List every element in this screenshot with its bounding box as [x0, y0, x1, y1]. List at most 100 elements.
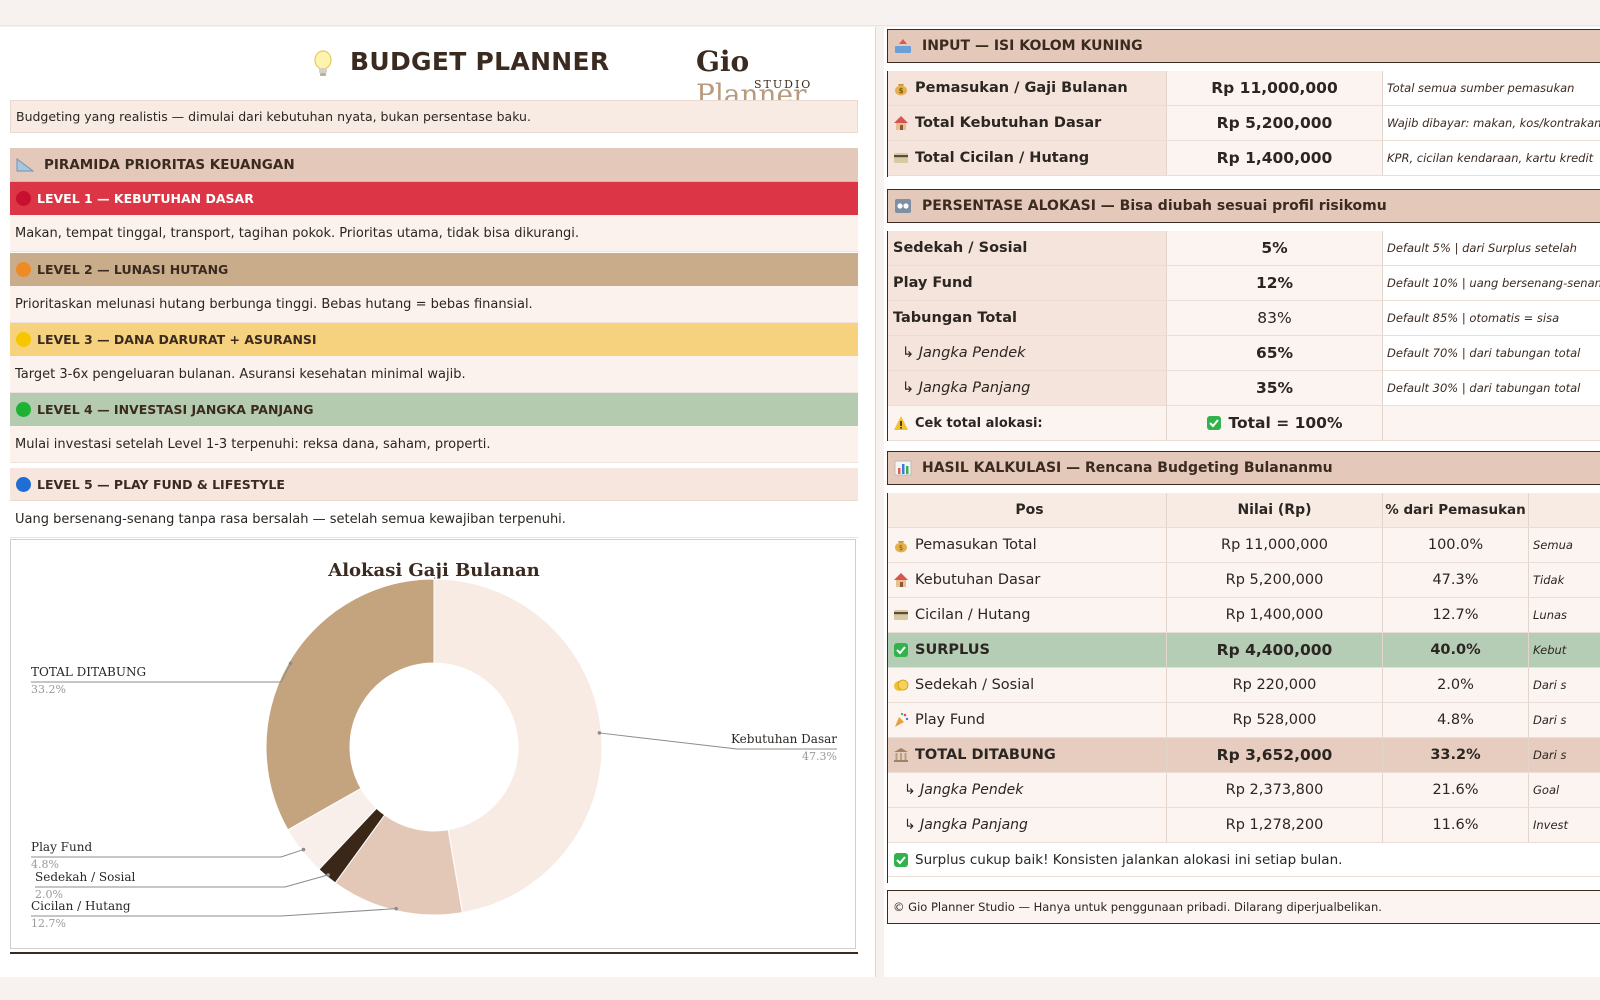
allocation-value-field[interactable]: 12%	[1167, 266, 1383, 300]
results-value: Rp 11,000,000	[1167, 528, 1383, 562]
input-value-field[interactable]: Rp 5,200,000	[1167, 106, 1383, 140]
results-value: Rp 5,200,000	[1167, 563, 1383, 597]
allocation-check-value-cell: Total = 100%	[1167, 406, 1383, 440]
allocation-value-field: 83%	[1167, 301, 1383, 335]
results-label: TOTAL DITABUNG	[915, 747, 1056, 763]
col-header-pct: % dari Pemasukan	[1383, 493, 1529, 527]
input-label-cell: $ Pemasukan / Gaji Bulanan	[888, 71, 1167, 105]
input-value-field[interactable]: Rp 11,000,000	[1167, 71, 1383, 105]
input-note: Total semua sumber pemasukan	[1387, 81, 1575, 95]
results-pct: 33.2%	[1383, 738, 1529, 772]
input-label: Pemasukan / Gaji Bulanan	[915, 80, 1128, 96]
results-label-cell: Kebutuhan Dasar	[888, 563, 1167, 597]
pyramid-level-3: LEVEL 3 — DANA DARURAT + ASURANSI	[10, 323, 858, 356]
inbox-tray-icon	[895, 39, 911, 53]
input-label: Total Cicilan / Hutang	[915, 150, 1090, 166]
allocation-value-field[interactable]: 65%	[1167, 336, 1383, 370]
input-row: Total Cicilan / Hutang Rp 1,400,000 KPR, c…	[888, 141, 1600, 176]
results-row: ↳ Jangka Panjang Rp 1,278,200 11.6% Invest	[888, 808, 1600, 843]
input-note: Wajib dibayar: makan, kos/kontrakan	[1387, 116, 1600, 130]
slice-label-1: Cicilan / Hutang	[31, 899, 131, 913]
slice-label-3: Play Fund	[31, 840, 92, 854]
level-description: Mulai investasi setelah Level 1-3 terpen…	[10, 426, 858, 463]
results-summary: Surplus cukup baik! Konsisten jalankan a…	[915, 851, 1343, 868]
money-bag-icon: $	[895, 541, 907, 553]
allocation-row: ↳ Jangka Panjang 35% Default 30% | dari ta…	[888, 371, 1600, 406]
level-dot-icon	[16, 262, 31, 277]
allocation-title: PERSENTASE ALOKASI — Bisa diubah sesuai …	[922, 198, 1387, 214]
leader-dot-1	[394, 906, 399, 911]
results-pct: 100.0%	[1383, 528, 1529, 562]
input-row: Total Kebutuhan Dasar Rp 5,200,000 Wajib d…	[888, 106, 1600, 141]
allocation-note: Default 30% | dari tabungan total	[1387, 381, 1581, 395]
allocation-check-row: Cek total alokasi: Total = 100%	[888, 406, 1600, 441]
results-row: Sedekah / Sosial Rp 220,000 2.0% Dari s	[888, 668, 1600, 703]
results-label: ↳ Jangka Panjang	[904, 817, 1028, 833]
slice-label-0: Kebutuhan Dasar	[731, 732, 837, 746]
page-title: BUDGET PLANNER	[350, 47, 610, 76]
allocation-note: Default 5% | dari Surplus setelah	[1387, 241, 1577, 255]
results-pct: 4.8%	[1383, 703, 1529, 737]
input-label-cell: Total Cicilan / Hutang	[888, 141, 1167, 175]
results-label-cell: Cicilan / Hutang	[888, 598, 1167, 632]
leader-dot-0	[597, 731, 602, 735]
pyramid-level-5: LEVEL 5 — PLAY FUND & LIFESTYLE	[10, 468, 858, 501]
check-box-icon	[894, 643, 908, 657]
party-popper-icon	[895, 712, 909, 727]
level-label: LEVEL 4 — INVESTASI JANGKA PANJANG	[37, 402, 314, 417]
results-label: Play Fund	[915, 712, 985, 728]
warning-icon	[894, 416, 908, 430]
results-pct: 11.6%	[1383, 808, 1529, 842]
donut-chart-svg: Alokasi Gaji Bulanan Kebutuhan Dasar 47.3%…	[31, 560, 837, 930]
allocation-value-field[interactable]: 5%	[1167, 231, 1383, 265]
results-label: Cicilan / Hutang	[915, 607, 1031, 623]
leader-dot-4	[288, 661, 293, 666]
results-row: Cicilan / Hutang Rp 1,400,000 12.7% Lunas	[888, 598, 1600, 633]
level-description: Uang bersenang-senang tanpa rasa bersala…	[10, 501, 858, 538]
results-label: Pemasukan Total	[915, 537, 1037, 553]
results-value: Rp 1,400,000	[1167, 598, 1383, 632]
col-header-note	[1529, 493, 1600, 527]
allocation-row: Sedekah / Sosial 5% Default 5% | dari Surp…	[888, 231, 1600, 266]
allocation-check-label-cell: Cek total alokasi:	[888, 406, 1167, 440]
leader-dot-2	[326, 873, 330, 877]
results-label-cell: SURPLUS	[888, 633, 1167, 667]
allocation-note: Default 10% | uang bersenang-senang	[1387, 276, 1600, 290]
results-value: Rp 220,000	[1167, 668, 1383, 702]
logo-subtitle: STUDIO	[754, 78, 813, 91]
left-panel: BUDGET PLANNER Gio Planner STUDIO Budget…	[0, 27, 876, 977]
control-knobs-icon	[895, 199, 911, 213]
input-row: $ Pemasukan / Gaji Bulanan Rp 11,000,000 To…	[888, 71, 1600, 106]
pyramid-section-header: PIRAMIDA PRIORITAS KEUANGAN	[10, 148, 858, 182]
credit-card-icon	[894, 610, 908, 620]
input-label: Total Kebutuhan Dasar	[915, 115, 1102, 131]
allocation-row: ↳ Jangka Pendek 65% Default 70% | dari tab…	[888, 336, 1600, 371]
allocation-label: Sedekah / Sosial	[888, 231, 1167, 265]
donut-slice-0	[433, 578, 603, 914]
allocation-check-value: Total = 100%	[1228, 414, 1343, 432]
results-value: Rp 3,652,000	[1167, 738, 1383, 772]
tagline: Budgeting yang realistis — dimulai dari …	[10, 100, 858, 133]
results-label: Kebutuhan Dasar	[915, 572, 1041, 588]
input-section-header: INPUT — ISI KOLOM KUNING	[887, 29, 1600, 63]
slice-value-4: 33.2%	[31, 683, 66, 696]
results-note: Goal	[1533, 783, 1560, 797]
results-pct: 47.3%	[1383, 563, 1529, 597]
results-label-cell: ↳ Jangka Panjang	[888, 808, 1167, 842]
chart-title: Alokasi Gaji Bulanan	[327, 560, 539, 581]
level-description: Target 3-6x pengeluaran bulanan. Asurans…	[10, 356, 858, 393]
slice-value-0: 47.3%	[802, 750, 837, 763]
results-value: Rp 1,278,200	[1167, 808, 1383, 842]
input-value-field[interactable]: Rp 1,400,000	[1167, 141, 1383, 175]
allocation-label: ↳ Jangka Pendek	[888, 336, 1167, 370]
results-note: Dari s	[1533, 678, 1567, 692]
copyright-text: © Gio Planner Studio — Hanya untuk pengg…	[893, 900, 1382, 914]
allocation-value-field[interactable]: 35%	[1167, 371, 1383, 405]
coins-icon	[894, 679, 909, 691]
results-label: SURPLUS	[915, 642, 990, 658]
svg-text:$: $	[899, 544, 903, 552]
allocation-check-label: Cek total alokasi:	[915, 415, 1043, 431]
results-row: SURPLUS Rp 4,400,000 40.0% Kebut	[888, 633, 1600, 668]
footer-bar: © Gio Planner Studio — Hanya untuk pengg…	[887, 890, 1600, 924]
results-row: TOTAL DITABUNG Rp 3,652,000 33.2% Dari s	[888, 738, 1600, 773]
